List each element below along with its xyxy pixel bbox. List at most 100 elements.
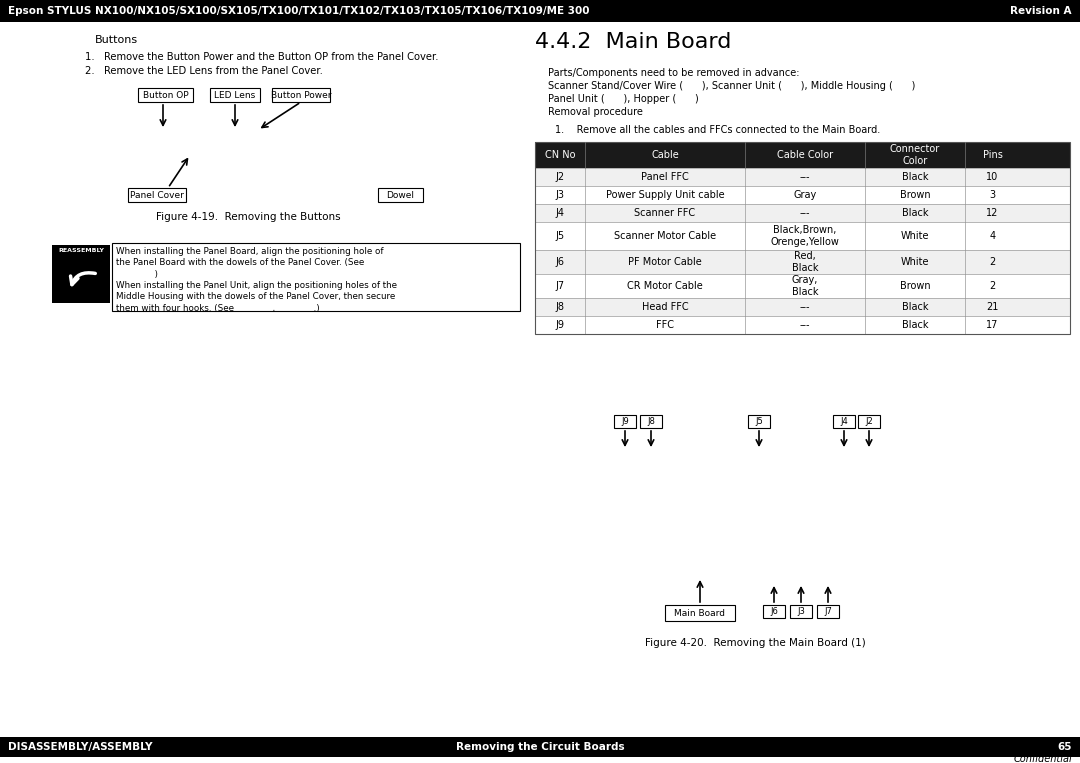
Text: ---: --- — [800, 302, 810, 312]
Text: Cable Color: Cable Color — [777, 150, 833, 160]
Text: Gray,
Black: Gray, Black — [792, 275, 819, 298]
Text: 1.   Remove the Button Power and the Button OP from the Panel Cover.: 1. Remove the Button Power and the Butto… — [85, 52, 438, 62]
Text: 10: 10 — [986, 172, 999, 182]
Text: J3: J3 — [555, 190, 565, 200]
Text: FFC: FFC — [656, 320, 674, 330]
Bar — [816, 605, 839, 618]
Bar — [640, 415, 662, 428]
Text: Figure 4-20.  Removing the Main Board (1): Figure 4-20. Removing the Main Board (1) — [645, 638, 865, 648]
Text: Cable: Cable — [651, 150, 679, 160]
Bar — [665, 605, 735, 621]
Bar — [748, 415, 770, 428]
Text: 4: 4 — [989, 231, 996, 241]
Text: J6: J6 — [555, 257, 565, 267]
Text: Parts/Components need to be removed in advance:: Parts/Components need to be removed in a… — [548, 68, 799, 78]
Bar — [535, 186, 1070, 204]
Text: Removing the Circuit Boards: Removing the Circuit Boards — [456, 742, 624, 752]
Bar — [272, 88, 330, 102]
Text: Power Supply Unit cable: Power Supply Unit cable — [606, 190, 725, 200]
Text: Black: Black — [902, 302, 928, 312]
Text: Panel Unit (      ), Hopper (      ): Panel Unit ( ), Hopper ( ) — [548, 94, 699, 104]
Bar — [0, 737, 1080, 757]
Text: ---: --- — [800, 208, 810, 218]
Bar — [138, 88, 193, 102]
Text: Black: Black — [902, 320, 928, 330]
Bar — [535, 168, 1070, 186]
Text: J2: J2 — [555, 172, 565, 182]
Bar — [112, 243, 519, 311]
Text: Pins: Pins — [983, 150, 1002, 160]
Bar — [535, 204, 1070, 222]
Bar — [378, 188, 423, 202]
Text: PF Motor Cable: PF Motor Cable — [629, 257, 702, 267]
Text: Buttons: Buttons — [95, 35, 138, 45]
Bar — [210, 88, 260, 102]
Text: 1.    Remove all the cables and FFCs connected to the Main Board.: 1. Remove all the cables and FFCs connec… — [555, 125, 880, 135]
Bar — [789, 605, 812, 618]
Text: Scanner Stand/Cover Wire (      ), Scanner Unit (      ), Middle Housing (      : Scanner Stand/Cover Wire ( ), Scanner Un… — [548, 81, 916, 91]
Text: When installing the Panel Board, align the positioning hole of
the Panel Board w: When installing the Panel Board, align t… — [116, 247, 383, 279]
Text: Brown: Brown — [900, 190, 930, 200]
Text: J6: J6 — [770, 607, 778, 616]
Text: Button Power: Button Power — [271, 91, 332, 99]
Text: J9: J9 — [555, 320, 565, 330]
Text: REASSEMBLY: REASSEMBLY — [58, 248, 104, 253]
Bar — [535, 142, 1070, 334]
Bar — [833, 415, 855, 428]
Text: 17: 17 — [986, 320, 999, 330]
Bar — [535, 222, 1070, 250]
Bar — [615, 415, 636, 428]
Text: Main Board: Main Board — [675, 609, 726, 617]
Text: J4: J4 — [840, 417, 848, 426]
Text: When installing the Panel Unit, align the positioning holes of the
Middle Housin: When installing the Panel Unit, align th… — [116, 281, 397, 313]
Text: Revision A: Revision A — [1011, 6, 1072, 16]
Bar — [535, 142, 1070, 168]
Text: Removal procedure: Removal procedure — [548, 107, 643, 117]
Text: 21: 21 — [986, 302, 999, 312]
Text: 65: 65 — [1057, 742, 1072, 752]
Text: White: White — [901, 231, 929, 241]
Text: J2: J2 — [865, 417, 873, 426]
Bar — [535, 274, 1070, 298]
Text: J5: J5 — [755, 417, 762, 426]
Text: J5: J5 — [555, 231, 565, 241]
Text: J3: J3 — [797, 607, 805, 616]
Text: Head FFC: Head FFC — [642, 302, 688, 312]
Text: White: White — [901, 257, 929, 267]
Text: 12: 12 — [986, 208, 999, 218]
Text: Scanner Motor Cable: Scanner Motor Cable — [613, 231, 716, 241]
Bar — [535, 316, 1070, 334]
Text: ---: --- — [800, 320, 810, 330]
Text: Panel Cover: Panel Cover — [130, 191, 184, 199]
Text: Black: Black — [902, 172, 928, 182]
Text: Black,Brown,
Orenge,Yellow: Black,Brown, Orenge,Yellow — [770, 225, 839, 247]
Bar — [535, 250, 1070, 274]
Bar — [0, 0, 1080, 22]
Text: 2: 2 — [989, 257, 996, 267]
Text: J8: J8 — [555, 302, 565, 312]
Text: J7: J7 — [824, 607, 832, 616]
Text: LED Lens: LED Lens — [214, 91, 256, 99]
Text: Scanner FFC: Scanner FFC — [634, 208, 696, 218]
Text: J4: J4 — [555, 208, 565, 218]
Text: DISASSEMBLY/ASSEMBLY: DISASSEMBLY/ASSEMBLY — [8, 742, 152, 752]
Text: Black: Black — [902, 208, 928, 218]
Text: Red,
Black: Red, Black — [792, 251, 819, 273]
Text: Connector
Color: Connector Color — [890, 143, 940, 166]
Text: 4.4.2  Main Board: 4.4.2 Main Board — [535, 32, 731, 52]
Text: J8: J8 — [647, 417, 654, 426]
Text: J7: J7 — [555, 281, 565, 291]
Text: CN No: CN No — [544, 150, 576, 160]
Text: Figure 4-19.  Removing the Buttons: Figure 4-19. Removing the Buttons — [156, 212, 340, 222]
Bar — [762, 605, 785, 618]
Text: 2: 2 — [989, 281, 996, 291]
Text: Dowel: Dowel — [387, 191, 415, 199]
Text: Epson STYLUS NX100/NX105/SX100/SX105/TX100/TX101/TX102/TX103/TX105/TX106/TX109/M: Epson STYLUS NX100/NX105/SX100/SX105/TX1… — [8, 6, 590, 16]
Text: CR Motor Cable: CR Motor Cable — [627, 281, 703, 291]
Bar — [535, 298, 1070, 316]
Text: Confidential: Confidential — [1013, 754, 1072, 763]
Bar — [129, 188, 186, 202]
Bar — [858, 415, 880, 428]
Text: Brown: Brown — [900, 281, 930, 291]
Bar — [52, 245, 110, 303]
